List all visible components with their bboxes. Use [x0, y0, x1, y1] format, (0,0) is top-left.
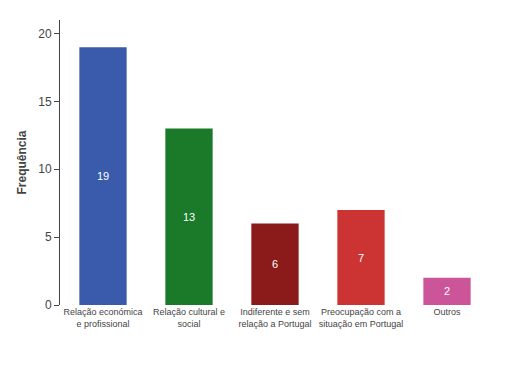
svg-text:Frequência: Frequência [15, 130, 29, 194]
svg-text:10: 10 [38, 162, 52, 176]
svg-text:7: 7 [358, 252, 364, 264]
svg-text:0: 0 [45, 298, 52, 312]
svg-text:19: 19 [97, 170, 109, 182]
svg-text:Indiferente e semrelação a Por: Indiferente e semrelação a Portugal [238, 307, 311, 329]
svg-text:2: 2 [444, 285, 450, 297]
svg-text:20: 20 [38, 27, 52, 41]
svg-text:6: 6 [272, 258, 278, 270]
svg-text:Relação económicae profissiona: Relação económicae profissional [63, 307, 142, 329]
svg-text:15: 15 [38, 95, 52, 109]
svg-text:13: 13 [183, 211, 195, 223]
svg-text:5: 5 [45, 230, 52, 244]
svg-text:Relação cultural esocial: Relação cultural esocial [153, 307, 225, 329]
svg-text:Outros: Outros [433, 307, 461, 317]
svg-text:Preocupação com asituação em P: Preocupação com asituação em Portugal [319, 307, 404, 329]
